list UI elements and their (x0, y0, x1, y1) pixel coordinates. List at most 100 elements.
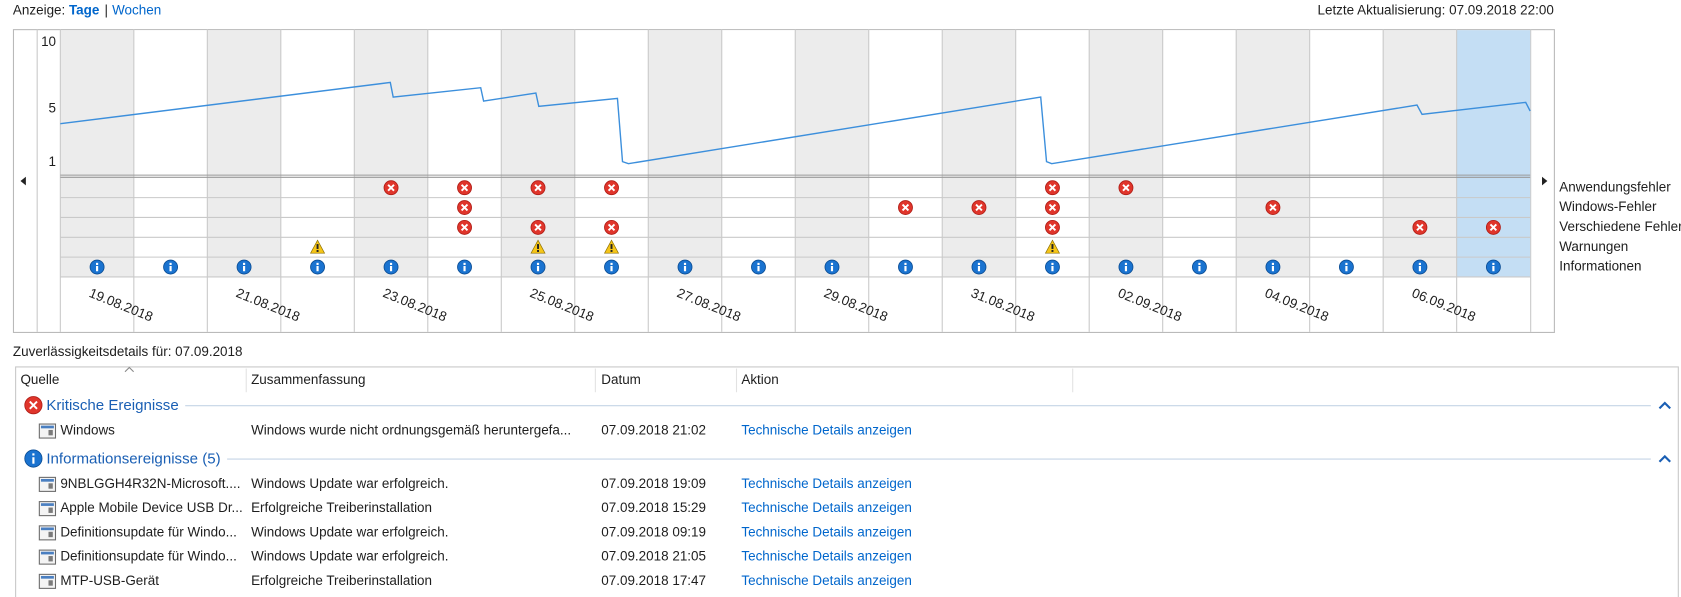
day-column[interactable] (574, 30, 649, 277)
icon-dot (1492, 262, 1495, 265)
info-icon[interactable] (1338, 259, 1354, 275)
error-icon[interactable] (1045, 200, 1060, 215)
last-update: Letzte Aktualisierung: 07.09.2018 22:00 (1317, 2, 1553, 17)
action-link[interactable]: Technische Details anzeigen (741, 476, 912, 491)
info-icon[interactable] (1265, 259, 1281, 275)
error-icon[interactable] (604, 219, 619, 235)
event-row-label: Windows-Fehler (1559, 199, 1657, 214)
info-icon[interactable] (236, 259, 252, 275)
icon-mark (610, 244, 613, 249)
source: Windows (60, 423, 115, 438)
info-icon[interactable] (89, 259, 105, 275)
action-link[interactable]: Technische Details anzeigen (741, 573, 912, 588)
info-icon[interactable] (898, 259, 913, 275)
day-column[interactable] (1456, 30, 1531, 277)
details-table: Quelle Zusammenfassung Datum Aktion Kritisch… (20, 368, 1671, 589)
day-column[interactable] (280, 30, 355, 277)
warning-icon[interactable] (603, 239, 620, 254)
info-icon[interactable] (604, 259, 619, 275)
icon-stem (32, 457, 35, 464)
info-icon[interactable] (1192, 259, 1207, 275)
column-header[interactable]: Datum (601, 372, 641, 387)
action-link[interactable]: Technische Details anzeigen (741, 500, 912, 515)
day-column[interactable] (868, 30, 943, 277)
day-column[interactable] (354, 30, 428, 277)
icon-cross (1048, 223, 1057, 232)
warning-icon[interactable] (310, 239, 326, 254)
collapse-button[interactable] (1658, 454, 1671, 463)
warning-icon[interactable] (530, 239, 546, 254)
warning-icon[interactable] (1044, 239, 1061, 254)
scroll-right[interactable] (1541, 176, 1548, 186)
day-column[interactable] (795, 30, 869, 277)
column-header[interactable]: Aktion (741, 372, 778, 387)
icon-dot (169, 262, 172, 265)
info-icon[interactable] (1412, 259, 1428, 275)
icon-cross (534, 223, 542, 232)
day-column[interactable] (1015, 30, 1090, 277)
error-icon[interactable] (1265, 200, 1281, 215)
scroll-left[interactable] (20, 176, 26, 186)
day-column[interactable] (648, 30, 722, 277)
icon-stem (683, 265, 687, 272)
error-icon[interactable] (1045, 180, 1060, 196)
action-link[interactable]: Technische Details anzeigen (741, 524, 912, 539)
info-icon[interactable] (677, 259, 693, 275)
day-column[interactable] (1309, 30, 1384, 277)
icon-dot (904, 262, 907, 265)
collapse-button[interactable] (1658, 401, 1671, 410)
info-icon[interactable] (457, 259, 472, 275)
day-column[interactable] (427, 30, 502, 277)
column-header[interactable]: Quelle (20, 372, 59, 387)
day-column[interactable] (133, 30, 208, 277)
day-column[interactable] (1089, 30, 1163, 277)
error-icon[interactable] (1045, 219, 1060, 235)
action-link[interactable]: Technische Details anzeigen (741, 423, 912, 438)
error-icon[interactable] (1412, 219, 1428, 235)
icon-dot (757, 262, 760, 265)
day-column[interactable] (1383, 30, 1457, 277)
sort-indicator (124, 366, 134, 373)
day-column[interactable] (501, 30, 575, 277)
day-column[interactable] (1236, 30, 1310, 277)
info-icon[interactable] (383, 259, 399, 275)
day-column[interactable] (1162, 30, 1237, 277)
error-icon[interactable] (457, 180, 472, 196)
info-icon[interactable] (1485, 259, 1501, 275)
error-icon[interactable] (1485, 219, 1501, 235)
error-icon[interactable] (383, 180, 399, 196)
info-icon[interactable] (1045, 259, 1060, 275)
event-row-label: Warnungen (1559, 239, 1628, 254)
icon-mark (1051, 244, 1054, 249)
source-icon (38, 423, 57, 439)
source-icon (38, 549, 57, 565)
info-icon[interactable] (971, 259, 987, 275)
error-icon[interactable] (530, 180, 546, 196)
column-header[interactable]: Zusammenfassung (251, 372, 365, 387)
event-row-label: Verschiedene Fehler (1559, 219, 1681, 234)
error-icon[interactable] (604, 180, 619, 196)
view-days[interactable]: Tage (69, 2, 100, 17)
view-weeks[interactable]: Wochen (112, 2, 161, 17)
error-icon[interactable] (971, 200, 987, 215)
day-column[interactable] (942, 30, 1016, 277)
error-icon[interactable] (898, 200, 913, 215)
day-column[interactable] (60, 30, 134, 277)
action-link[interactable]: Technische Details anzeigen (741, 549, 912, 564)
day-column[interactable] (207, 30, 281, 277)
info-icon[interactable] (1118, 259, 1134, 275)
info-icon[interactable] (530, 259, 546, 275)
day-column[interactable] (721, 30, 796, 277)
info-icon[interactable] (824, 259, 840, 275)
info-icon[interactable] (310, 259, 325, 275)
details-title: Zuverlässigkeitsdetails für: 07.09.2018 (13, 344, 243, 359)
info-icon[interactable] (163, 259, 179, 275)
error-icon[interactable] (530, 219, 546, 235)
error-icon[interactable] (457, 219, 472, 235)
info-icon[interactable] (751, 259, 766, 275)
error-icon[interactable] (1118, 180, 1134, 196)
info-icon (24, 449, 43, 468)
date: 07.09.2018 19:09 (601, 476, 706, 491)
error-icon[interactable] (457, 200, 472, 215)
